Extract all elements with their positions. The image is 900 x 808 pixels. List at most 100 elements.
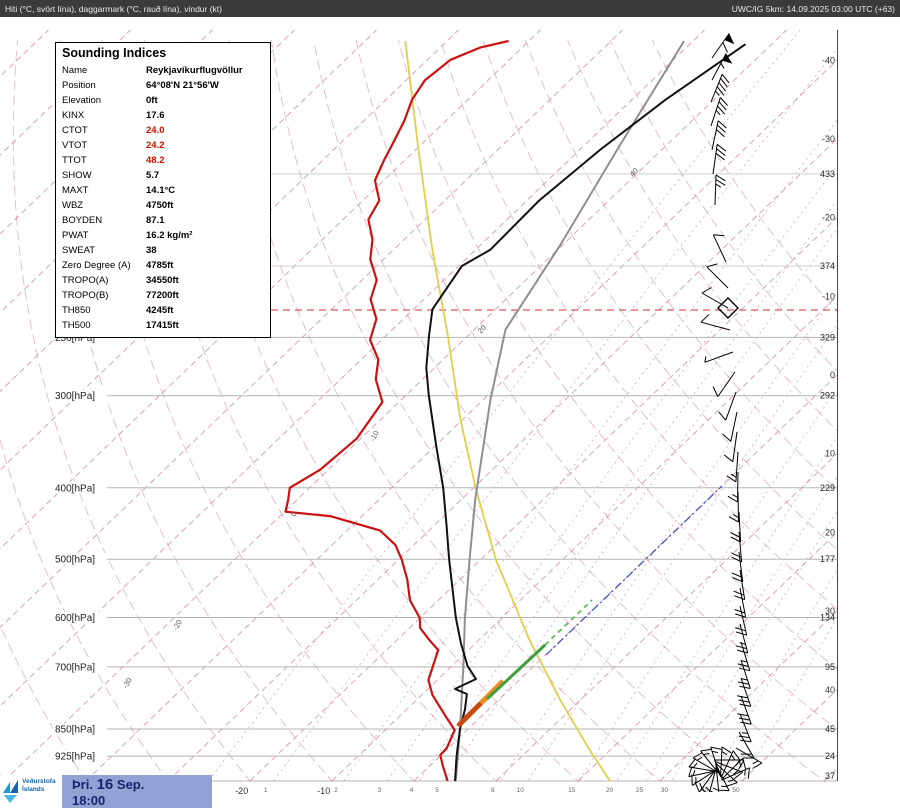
month-label: Sep. bbox=[116, 777, 145, 792]
index-label: TROPO(B) bbox=[62, 290, 109, 301]
index-row: VTOT 24.2 bbox=[62, 138, 264, 153]
svg-text:229: 229 bbox=[820, 483, 835, 493]
svg-text:2: 2 bbox=[334, 787, 338, 794]
index-value: 0ft bbox=[146, 95, 158, 106]
index-row: TROPO(A) 34550ft bbox=[62, 273, 264, 288]
svg-text:10: 10 bbox=[825, 449, 835, 459]
org-name-line2: Íslands bbox=[22, 785, 45, 793]
index-row: TH500 17415ft bbox=[62, 318, 264, 333]
logo-icon bbox=[3, 780, 18, 803]
svg-text:-30: -30 bbox=[822, 134, 835, 144]
index-value: 17415ft bbox=[146, 320, 179, 331]
index-label: Elevation bbox=[62, 95, 102, 106]
org-name-line1: Veðurstofa bbox=[22, 778, 56, 785]
index-value: 4750ft bbox=[146, 200, 174, 211]
svg-text:0: 0 bbox=[289, 510, 299, 518]
svg-text:-30: -30 bbox=[121, 676, 134, 690]
index-row: Position 64°08'N 21°56'W bbox=[62, 78, 264, 93]
index-row: WBZ 4750ft bbox=[62, 198, 264, 213]
day-label: 16 bbox=[96, 776, 114, 793]
svg-text:134: 134 bbox=[820, 613, 835, 623]
index-label: Position bbox=[62, 80, 96, 91]
svg-text:20: 20 bbox=[825, 527, 835, 537]
index-value: 17.6 bbox=[146, 110, 165, 121]
index-label: KINX bbox=[62, 110, 85, 121]
index-row: MAXT 14.1°C bbox=[62, 183, 264, 198]
index-label: Name bbox=[62, 65, 88, 76]
svg-text:45: 45 bbox=[825, 724, 835, 734]
svg-text:25: 25 bbox=[636, 787, 644, 794]
svg-text:-20: -20 bbox=[235, 786, 248, 796]
svg-text:37: 37 bbox=[825, 771, 835, 781]
date-label[interactable]: Þri. 16 Sep. bbox=[72, 776, 212, 793]
top-bar: Hiti (°C, svört lína), daggarmark (°C, r… bbox=[0, 0, 900, 17]
index-value: 34550ft bbox=[146, 275, 179, 286]
index-row: Name Reykjavíkurflugvöllur bbox=[62, 63, 264, 78]
svg-text:850[hPa]: 850[hPa] bbox=[55, 724, 95, 735]
index-value: 4245ft bbox=[146, 305, 174, 316]
svg-text:329: 329 bbox=[820, 332, 835, 342]
index-label: Zero Degree (A) bbox=[62, 260, 131, 271]
svg-text:600[hPa]: 600[hPa] bbox=[55, 613, 95, 624]
model-run-info: UWC/IG 5km: 14.09.2025 03:00 UTC (+63) bbox=[731, 3, 895, 14]
index-value: 14.1°C bbox=[146, 185, 176, 196]
chart-legend-text: Hiti (°C, svört lína), daggarmark (°C, r… bbox=[5, 3, 222, 14]
svg-text:20: 20 bbox=[476, 323, 488, 335]
svg-text:30: 30 bbox=[825, 606, 835, 616]
svg-text:24: 24 bbox=[825, 751, 835, 761]
index-row: Elevation 0ft bbox=[62, 93, 264, 108]
svg-text:433: 433 bbox=[820, 169, 835, 179]
svg-text:300[hPa]: 300[hPa] bbox=[55, 391, 95, 402]
index-label: TROPO(A) bbox=[62, 275, 109, 286]
svg-text:1: 1 bbox=[264, 787, 268, 794]
svg-text:292: 292 bbox=[820, 391, 835, 401]
index-row: TTOT 48.2 bbox=[62, 153, 264, 168]
index-value: 87.1 bbox=[146, 215, 165, 226]
index-row: BOYDEN 87.1 bbox=[62, 213, 264, 228]
index-label: VTOT bbox=[62, 140, 88, 151]
logo-text: Veðurstofa Íslands bbox=[22, 778, 56, 793]
index-row: TH850 4245ft bbox=[62, 303, 264, 318]
svg-text:40: 40 bbox=[701, 787, 709, 794]
weekday-label: Þri. bbox=[72, 777, 93, 792]
svg-text:700[hPa]: 700[hPa] bbox=[55, 662, 95, 673]
svg-text:50: 50 bbox=[732, 787, 740, 794]
svg-text:10: 10 bbox=[517, 787, 525, 794]
index-row: SWEAT 38 bbox=[62, 243, 264, 258]
index-row: TROPO(B) 77200ft bbox=[62, 288, 264, 303]
index-label: TTOT bbox=[62, 155, 87, 166]
svg-text:250[hPa]: 250[hPa] bbox=[55, 333, 95, 344]
time-label[interactable]: 18:00 bbox=[72, 793, 106, 808]
svg-text:177: 177 bbox=[820, 554, 835, 564]
date-time-selector[interactable]: Þri. 16 Sep. 18:00 bbox=[62, 775, 212, 808]
index-row: PWAT 16.2 kg/m² bbox=[62, 228, 264, 243]
sounding-indices-panel: Sounding Indices Name Reykjavíkurflugvöll… bbox=[55, 42, 271, 338]
index-label: BOYDEN bbox=[62, 215, 103, 226]
index-value: 4785ft bbox=[146, 260, 174, 271]
indices-table: Name Reykjavíkurflugvöllur Position 64°08'N… bbox=[62, 63, 264, 333]
svg-text:15: 15 bbox=[568, 787, 576, 794]
vedurstofa-logo: Veðurstofa Íslands bbox=[0, 775, 62, 808]
svg-text:-10: -10 bbox=[368, 429, 381, 443]
indices-title: Sounding Indices bbox=[62, 46, 167, 60]
svg-text:8: 8 bbox=[491, 787, 495, 794]
index-value: 48.2 bbox=[146, 155, 165, 166]
index-label: TH500 bbox=[62, 320, 91, 331]
svg-text:-20: -20 bbox=[822, 213, 835, 223]
svg-text:30: 30 bbox=[661, 787, 669, 794]
index-value: 24.2 bbox=[146, 140, 165, 151]
index-row: CTOT 24.0 bbox=[62, 123, 264, 138]
index-label: WBZ bbox=[62, 200, 84, 211]
svg-text:374: 374 bbox=[820, 261, 835, 271]
svg-text:95: 95 bbox=[825, 662, 835, 672]
svg-text:-20: -20 bbox=[171, 618, 184, 632]
index-row: KINX 17.6 bbox=[62, 108, 264, 123]
index-value: 38 bbox=[146, 245, 157, 256]
index-label: CTOT bbox=[62, 125, 88, 136]
svg-text:500[hPa]: 500[hPa] bbox=[55, 555, 95, 566]
index-label: TH850 bbox=[62, 305, 91, 316]
svg-text:3: 3 bbox=[378, 787, 382, 794]
index-value: 64°08'N 21°56'W bbox=[146, 80, 219, 91]
svg-text:925[hPa]: 925[hPa] bbox=[55, 752, 95, 763]
